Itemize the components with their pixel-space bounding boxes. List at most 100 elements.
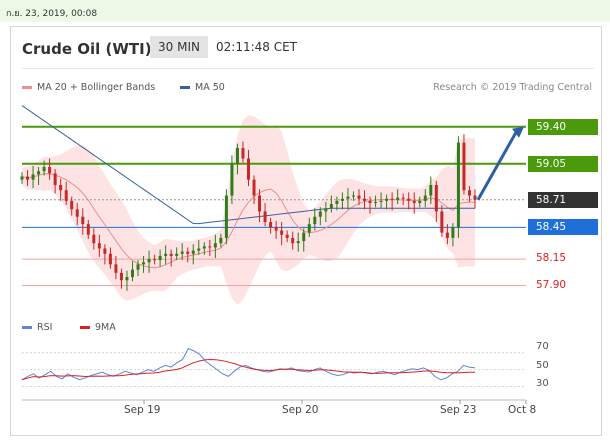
candle-body xyxy=(396,197,400,200)
legend-9ma: 9MA xyxy=(80,322,116,333)
candle-body xyxy=(202,246,206,249)
header-divider xyxy=(22,68,594,69)
candle-body xyxy=(467,190,471,196)
candle-body xyxy=(186,251,190,254)
candle-body xyxy=(70,200,74,210)
candle-body xyxy=(269,222,273,228)
candle-body xyxy=(20,176,24,180)
candle-body xyxy=(158,255,162,261)
research-credit: Research © 2019 Trading Central xyxy=(433,82,592,93)
candle-body xyxy=(329,204,333,209)
candle-body xyxy=(258,195,262,212)
chart-time: 02:11:48 CET xyxy=(216,40,297,54)
instrument-title: Crude Oil (WTI) xyxy=(22,40,152,58)
candle-body xyxy=(247,158,250,180)
candle-body xyxy=(108,253,112,265)
timestamp: ก.ย. 23, 2019, 00:08 xyxy=(6,9,98,19)
candle-body xyxy=(357,195,361,199)
candle-body xyxy=(219,237,223,244)
legend-rsi: RSI xyxy=(22,322,52,333)
level-label-59-05: 59.05 xyxy=(528,155,598,172)
x-tick-oct8: Oct 8 xyxy=(508,404,537,416)
candle-body xyxy=(379,200,383,202)
candle-body xyxy=(31,174,35,180)
candle-body xyxy=(153,259,157,261)
candle-body xyxy=(385,198,389,201)
level-label-58-15: 58.15 xyxy=(536,252,567,265)
candle-body xyxy=(313,216,317,225)
candle-body xyxy=(224,195,228,238)
candle-body xyxy=(136,264,140,270)
ma20-line xyxy=(21,173,476,269)
candle-body xyxy=(59,184,63,191)
ma9-swatch xyxy=(80,326,90,329)
candle-body xyxy=(119,272,123,281)
candle-body xyxy=(296,241,300,244)
candle-body xyxy=(351,195,355,197)
candle-body xyxy=(302,232,306,242)
candle-body xyxy=(26,176,30,180)
candle-body xyxy=(280,230,284,235)
candle-body xyxy=(374,201,378,203)
candle-body xyxy=(191,250,195,254)
level-label-58-71: 58.71 xyxy=(528,191,598,208)
x-tick-sep23: Sep 23 xyxy=(440,404,477,416)
candle-body xyxy=(274,227,278,231)
candle-body xyxy=(97,243,101,249)
candle-body xyxy=(164,253,168,256)
candle-body xyxy=(335,200,339,205)
candle-body xyxy=(125,277,129,281)
candle-body xyxy=(75,209,79,217)
rsi-swatch xyxy=(22,326,32,329)
candle-body xyxy=(147,259,151,263)
candle-body xyxy=(340,198,344,201)
ma50-swatch xyxy=(180,86,190,89)
candle-body xyxy=(42,166,46,172)
candle-body xyxy=(142,262,146,265)
ma50-line xyxy=(21,105,475,225)
candle-body xyxy=(445,232,449,238)
candle-body xyxy=(235,147,239,164)
candle-body xyxy=(64,190,68,201)
candle-body xyxy=(241,147,245,159)
candle-body xyxy=(434,184,438,212)
rsi-axis-70: 70 xyxy=(536,341,549,352)
rsi-axis-50: 50 xyxy=(536,360,549,371)
candle-body xyxy=(169,253,173,256)
candle-body xyxy=(407,198,411,201)
candle-body xyxy=(37,171,41,175)
legend-ma50: MA 50 xyxy=(180,82,225,93)
candle-body xyxy=(197,248,201,251)
forecast-arrow-head xyxy=(512,126,524,138)
candle-body xyxy=(263,211,267,223)
bollinger-band-area xyxy=(22,115,475,305)
rsi-9ma-line xyxy=(21,358,475,381)
ma20-swatch xyxy=(22,86,32,89)
candle-body xyxy=(401,197,405,199)
legend-ma50-label: MA 50 xyxy=(195,82,225,93)
candle-body xyxy=(230,163,234,196)
candle-body xyxy=(130,269,134,278)
level-label-58-45: 58.45 xyxy=(528,219,598,236)
candle-body xyxy=(81,216,85,225)
candle-body xyxy=(363,198,367,201)
candle-body xyxy=(252,179,256,196)
candle-body xyxy=(92,234,96,244)
candle-body xyxy=(440,211,444,233)
candle-body xyxy=(346,196,350,199)
candle-body xyxy=(208,246,212,248)
timeframe-badge[interactable]: 30 MIN xyxy=(150,36,208,58)
legend-9ma-label: 9MA xyxy=(95,322,116,333)
level-label-59-40: 59.40 xyxy=(528,118,598,135)
candle-body xyxy=(451,227,455,238)
candle-body xyxy=(285,234,289,238)
forecast-arrow-shaft xyxy=(476,128,520,201)
rsi-axis-30: 30 xyxy=(536,378,549,389)
candle-body xyxy=(86,224,90,235)
candle-body xyxy=(213,243,217,248)
candle-body xyxy=(418,200,422,203)
candle-body xyxy=(390,198,394,200)
candle-body xyxy=(423,195,427,201)
x-tick-sep20: Sep 20 xyxy=(282,404,319,416)
